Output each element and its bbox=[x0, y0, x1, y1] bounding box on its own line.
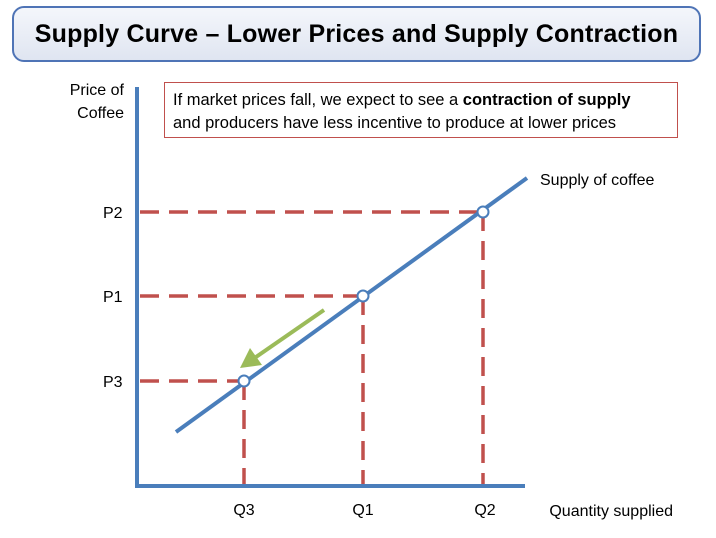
point-p2-q2 bbox=[476, 205, 490, 219]
price-label-p2: P2 bbox=[103, 205, 123, 222]
page-title: Supply Curve – Lower Prices and Supply C… bbox=[34, 19, 679, 48]
point-p1-q1 bbox=[356, 289, 370, 303]
quantity-label-q2: Q2 bbox=[474, 502, 495, 519]
point-p3-q3 bbox=[237, 374, 251, 388]
supply-curve bbox=[174, 176, 529, 434]
guide-lines bbox=[140, 210, 485, 484]
supply-curve-label: Supply of coffee bbox=[540, 172, 655, 189]
explanation-callout: If market prices fall, we expect to see … bbox=[164, 82, 678, 138]
quantity-label-q3: Q3 bbox=[233, 502, 254, 519]
contraction-arrow bbox=[240, 308, 326, 368]
title-banner: Supply Curve – Lower Prices and Supply C… bbox=[12, 6, 701, 62]
y-axis-label-line2: Coffee bbox=[77, 105, 124, 122]
callout-line2-text: and producers have less incentive to pro… bbox=[173, 114, 616, 132]
price-label-p1: P1 bbox=[103, 289, 123, 306]
x-axis-label: Quantity supplied bbox=[549, 503, 673, 520]
price-label-p3: P3 bbox=[103, 374, 123, 391]
y-axis-label-line1: Price of bbox=[70, 82, 125, 99]
callout-line1-text: If market prices fall, we expect to see … bbox=[173, 91, 463, 109]
callout-bold-text: contraction of supply bbox=[462, 91, 631, 109]
quantity-label-q1: Q1 bbox=[352, 502, 373, 519]
